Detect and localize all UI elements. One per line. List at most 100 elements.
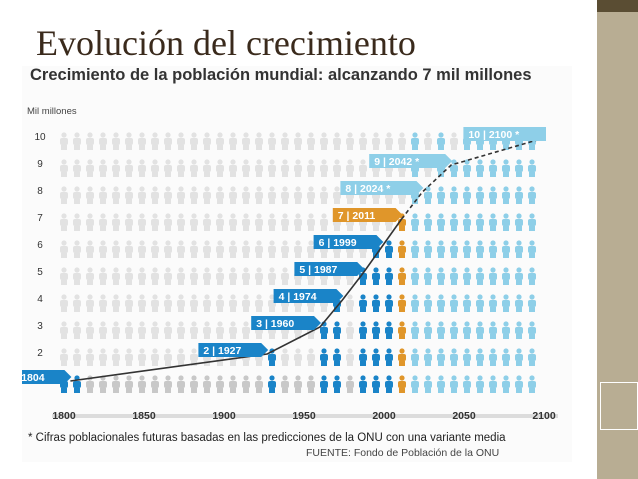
- person-body: [112, 300, 120, 307]
- person-legs: [516, 388, 522, 393]
- person-head: [477, 321, 483, 327]
- person-head: [451, 348, 457, 354]
- person-legs: [490, 199, 496, 204]
- person-legs: [282, 172, 288, 177]
- person-legs: [516, 334, 522, 339]
- figure-column: [216, 132, 224, 393]
- person-head: [412, 321, 418, 327]
- person-head: [451, 213, 457, 219]
- person-legs: [204, 226, 210, 231]
- person-body: [229, 246, 237, 253]
- person-head: [386, 240, 392, 246]
- milestone-text: 5 | 1987: [299, 264, 337, 276]
- person-head: [74, 213, 80, 219]
- person-head: [152, 213, 158, 219]
- person-head: [113, 213, 119, 219]
- person-head: [438, 321, 444, 327]
- person-body: [112, 381, 120, 388]
- person-body: [73, 246, 81, 253]
- y-tick-label: 9: [37, 159, 43, 170]
- person-legs: [191, 145, 197, 150]
- person-body: [216, 246, 224, 253]
- person-head: [204, 375, 210, 381]
- milestone-tag: [340, 181, 424, 195]
- person-legs: [321, 253, 327, 258]
- person-legs: [373, 334, 379, 339]
- person-body: [294, 138, 302, 145]
- person-legs: [87, 307, 93, 312]
- person-legs: [308, 145, 314, 150]
- person-body: [151, 138, 159, 145]
- chart-source: FUENTE: Fondo de Población de la ONU: [306, 447, 500, 459]
- person-head: [165, 240, 171, 246]
- person-legs: [152, 253, 158, 258]
- person-head: [87, 240, 93, 246]
- person-legs: [425, 226, 431, 231]
- person-head: [308, 375, 314, 381]
- person-body: [268, 381, 276, 388]
- person-head: [204, 213, 210, 219]
- person-legs: [477, 361, 483, 366]
- person-legs: [87, 145, 93, 150]
- person-legs: [178, 307, 184, 312]
- person-head: [87, 159, 93, 165]
- person-head: [113, 375, 119, 381]
- person-head: [269, 240, 275, 246]
- person-body: [489, 327, 497, 334]
- person-body: [216, 138, 224, 145]
- person-head: [165, 348, 171, 354]
- person-legs: [464, 334, 470, 339]
- person-head: [321, 132, 327, 138]
- person-head: [477, 294, 483, 300]
- person-legs: [74, 253, 80, 258]
- person-body: [151, 327, 159, 334]
- person-body: [489, 219, 497, 226]
- person-head: [490, 240, 496, 246]
- person-head: [529, 159, 535, 165]
- person-legs: [503, 334, 509, 339]
- person-body: [281, 246, 289, 253]
- person-body: [255, 273, 263, 280]
- person-legs: [386, 145, 392, 150]
- growth-line-projected: [400, 137, 545, 220]
- person-legs: [165, 226, 171, 231]
- person-legs: [451, 307, 457, 312]
- person-legs: [399, 307, 405, 312]
- person-head: [321, 213, 327, 219]
- milestone-label: 7 | 2011: [332, 208, 403, 222]
- person-body: [73, 138, 81, 145]
- person-legs: [100, 280, 106, 285]
- person-body: [320, 381, 328, 388]
- person-legs: [61, 172, 67, 177]
- person-legs: [412, 172, 418, 177]
- person-legs: [503, 145, 509, 150]
- person-body: [99, 354, 107, 361]
- person-body: [125, 165, 133, 172]
- person-body: [229, 192, 237, 199]
- person-head: [61, 294, 67, 300]
- person-head: [529, 240, 535, 246]
- person-head: [152, 132, 158, 138]
- person-head: [373, 132, 379, 138]
- decorative-top-block: [597, 0, 638, 12]
- person-legs: [256, 145, 262, 150]
- person-body: [138, 138, 146, 145]
- person-head: [191, 240, 197, 246]
- person-legs: [100, 388, 106, 393]
- person-legs: [373, 280, 379, 285]
- person-legs: [529, 226, 535, 231]
- person-body: [385, 381, 393, 388]
- person-body: [216, 165, 224, 172]
- person-head: [113, 132, 119, 138]
- person-legs: [334, 172, 340, 177]
- person-body: [177, 273, 185, 280]
- person-legs: [217, 334, 223, 339]
- person-legs: [113, 253, 119, 258]
- person-head: [282, 267, 288, 273]
- person-head: [503, 240, 509, 246]
- person-legs: [139, 172, 145, 177]
- person-body: [307, 165, 315, 172]
- person-legs: [334, 307, 340, 312]
- person-head: [126, 132, 132, 138]
- person-body: [73, 300, 81, 307]
